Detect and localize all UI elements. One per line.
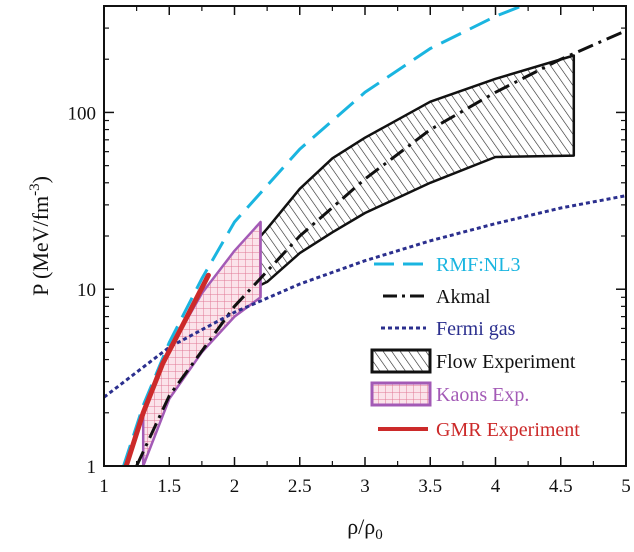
x-tick-label: 4 (491, 476, 501, 497)
legend-label-fermi-gas: Fermi gas (436, 318, 516, 340)
y-tick-label: 10 (77, 280, 96, 301)
y-tick-label: 1 (87, 457, 97, 478)
x-tick-label: 5 (621, 476, 631, 497)
legend-label-gmr-experiment: GMR Experiment (436, 419, 580, 441)
x-axis-title-subscript: 0 (375, 527, 383, 543)
x-tick-label: 4.5 (549, 476, 573, 497)
series-line-gmr-experiment (123, 272, 211, 466)
y-axis-title: P (MeV/fm-3) (27, 176, 53, 296)
legend-label-flow-experiment: Flow Experiment (436, 351, 576, 373)
legend-swatch-kaons-exp (370, 381, 432, 407)
y-axis-title-superscript: -3 (27, 183, 43, 196)
legend: RMF:NL3 Akmal Fermi gas Flow Experiment … (370, 254, 580, 441)
x-tick-label: 1 (99, 476, 109, 497)
x-tick-label: 3.5 (418, 476, 442, 497)
legend-swatch-flow-experiment (370, 348, 432, 374)
legend-label-kaons-exp: Kaons Exp. (436, 384, 529, 406)
axis-ticks (103, 5, 627, 467)
band-kaons-exp (141, 220, 262, 466)
y-tick-label: 100 (68, 103, 97, 124)
y-axis-title-main: P (MeV/fm (28, 196, 53, 296)
legend-label-akmal: Akmal (436, 286, 491, 308)
x-axis-title: ρ/ρ0 (347, 514, 383, 543)
band-flow-experiment (233, 54, 576, 299)
x-tick-label: 2.5 (288, 476, 312, 497)
x-tick-label: 2 (230, 476, 240, 497)
series-layer (104, 6, 626, 466)
y-axis-title-close: ) (28, 176, 53, 183)
bands-layer (141, 54, 576, 466)
series-line-fermi-gas (104, 194, 626, 399)
x-tick-label: 1.5 (157, 476, 181, 497)
legend-label-rmf-nl3: RMF:NL3 (436, 254, 520, 276)
axis-tick-labels: 1 1.5 2 2.5 3 3.5 4 4.5 5 1 10 100 (68, 103, 631, 497)
x-axis-title-main: ρ/ρ (347, 514, 375, 539)
plot-area (104, 6, 626, 466)
x-tick-label: 3 (360, 476, 370, 497)
